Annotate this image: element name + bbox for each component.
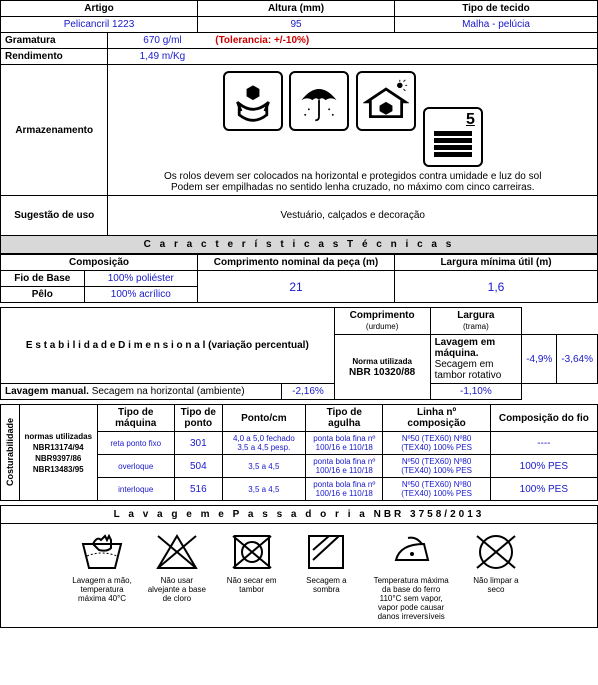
r2-linha: Nº50 (TEX60) Nº80 (TEX40) 100% PES [383, 455, 490, 478]
est-r2-a: Lavagem manual. [5, 386, 89, 397]
handle-care-icon [223, 71, 283, 131]
altura-value: 95 [198, 17, 395, 33]
gramatura-value: 670 g/ml [112, 35, 212, 46]
care-c4: Secagem a sombra [306, 576, 346, 594]
section-caracteristicas: C a r a c t e r í s t i c a s T é c n i … [0, 236, 598, 254]
stack-icon: 5 [423, 107, 483, 167]
r1-pontocm: 4,0 a 5,0 fechado 3,5 a 4,5 pesp. [222, 432, 305, 455]
rendimento-label: Rendimento [1, 49, 108, 65]
r2-pontocm: 3,5 a 4,5 [222, 455, 305, 478]
h-ponto: Tipo de ponto [174, 405, 222, 432]
largura-label: Largura mínima útil (m) [395, 255, 598, 271]
tipo-label: Tipo de tecido [395, 1, 598, 17]
est-r2-comp: -2,16% [282, 384, 334, 400]
rendimento-value: 1,49 m/Kg [112, 51, 212, 62]
h-fio: Composição do fio [490, 405, 597, 432]
armazenamento-note2: Podem ser empilhadas no sentido lenha cr… [112, 182, 593, 193]
fio-label: Fio de Base [1, 271, 85, 287]
tipo-value: Malha - pelúcia [395, 17, 598, 33]
care-nobleach: Não usar alvejante a base de cloro [147, 530, 207, 603]
care-iron: Temperatura máxima da base do ferro 110°… [371, 530, 451, 621]
r3-agulha: ponta bola fina nº 100/16 e 110/18 [306, 478, 383, 501]
h-linha: Linha nº composição [383, 405, 490, 432]
estabilidade-table: E s t a b i l i d a d e D i m e n s i o … [0, 307, 598, 400]
h-agulha: Tipo de agulha [306, 405, 383, 432]
est-larg-sub: (trama) [463, 322, 489, 331]
r1-linha: Nº50 (TEX60) Nº80 (TEX40) 100% PES [383, 432, 490, 455]
est-r1-a: Lavagem em máquina. [435, 337, 496, 359]
umbrella-icon [289, 71, 349, 131]
r3-fio: 100% PES [490, 478, 597, 501]
armazenamento-label: Armazenamento [1, 65, 108, 196]
r2-maquina: overloque [97, 455, 174, 478]
norma-label: Norma utilizada [352, 357, 412, 366]
sugestao-value: Vestuário, calçados e decoração [108, 196, 598, 236]
lavagem-row: Lavagem a mão, temperatura máxima 40°C N… [0, 524, 598, 628]
est-comp-sub: (urdume) [366, 322, 398, 331]
tolerancia: (Tolerancia: +/-10%) [215, 35, 309, 46]
r2-fio: 100% PES [490, 455, 597, 478]
est-r1-comp: -4,9% [522, 335, 557, 384]
r1-ponto: 301 [174, 432, 222, 455]
header-table: Artigo Altura (mm) Tipo de tecido Pelica… [0, 0, 598, 236]
r2-ponto: 504 [174, 455, 222, 478]
r3-maquina: interloque [97, 478, 174, 501]
care-c3: Não secar em tambor [227, 576, 277, 594]
comprimento-label: Comprimento nominal da peça (m) [198, 255, 395, 271]
est-comp-label: Comprimento [350, 310, 415, 321]
r1-fio: ---- [490, 432, 597, 455]
comprimento-value: 21 [198, 271, 395, 303]
norma-value: NBR 10320/88 [349, 367, 415, 378]
costur-rot: Costurabilidade [5, 418, 15, 486]
estabilidade-title: E s t a b i l i d a d e D i m e n s i o … [1, 308, 335, 384]
est-r2-larg: -1,10% [430, 384, 522, 400]
care-c1: Lavagem a mão, temperatura máxima 40°C [72, 576, 132, 603]
shelter-icon [356, 71, 416, 131]
fio-value: 100% poliéster [84, 271, 197, 287]
r2-agulha: ponta bola fina nº 100/16 e 110/18 [306, 455, 383, 478]
r3-pontocm: 3,5 a 4,5 [222, 478, 305, 501]
h-maquina: Tipo de máquina [97, 405, 174, 432]
est-r1-larg: -3,64% [557, 335, 598, 384]
costur-norma-value: NBR13174/94 NBR9397/86 NBR13483/95 [33, 443, 84, 474]
care-c6: Não limpar a seco [473, 576, 518, 594]
costur-table: Costurabilidade normas utilizadas NBR1317… [0, 404, 598, 501]
armazenamento-cell: 5 Os rolos devem ser colocados na horizo… [108, 65, 598, 196]
est-r2-b: Secagem na horizontal (ambiente) [89, 386, 245, 397]
costur-norma-label: normas utilizadas [24, 432, 92, 441]
care-c5: Temperatura máxima da base do ferro 110°… [374, 576, 449, 621]
composicao-table: Composição Comprimento nominal da peça (… [0, 254, 598, 303]
gramatura-label: Gramatura [1, 33, 108, 49]
composicao-title: Composição [1, 255, 198, 271]
artigo-label: Artigo [1, 1, 198, 17]
lavagem-title: L a v a g e m e P a s s a d o r i a NBR … [0, 505, 598, 524]
care-c2: Não usar alvejante a base de cloro [148, 576, 206, 603]
est-r1-b: Secagem em tambor rotativo [435, 359, 502, 381]
r1-agulha: ponta bola fina nº 100/16 e 110/18 [306, 432, 383, 455]
largura-value: 1,6 [395, 271, 598, 303]
care-nodry: Não limpar a seco [466, 530, 526, 594]
h-pontocm: Ponto/cm [222, 405, 305, 432]
care-notumble: Não secar em tambor [222, 530, 282, 594]
care-shade: Secagem a sombra [296, 530, 356, 594]
r1-maquina: reta ponto fixo [97, 432, 174, 455]
stack-number: 5 [466, 111, 475, 129]
pelo-label: Pêlo [1, 287, 85, 303]
altura-label: Altura (mm) [198, 1, 395, 17]
est-larg-label: Largura [457, 310, 494, 321]
care-handwash: Lavagem a mão, temperatura máxima 40°C [72, 530, 132, 603]
r3-linha: Nº50 (TEX60) Nº80 (TEX40) 100% PES [383, 478, 490, 501]
armazenamento-note1: Os rolos devem ser colocados na horizont… [112, 171, 593, 182]
r3-ponto: 516 [174, 478, 222, 501]
artigo-value: Pelicancril 1223 [1, 17, 198, 33]
sugestao-label: Sugestão de uso [1, 196, 108, 236]
pelo-value: 100% acrílico [84, 287, 197, 303]
